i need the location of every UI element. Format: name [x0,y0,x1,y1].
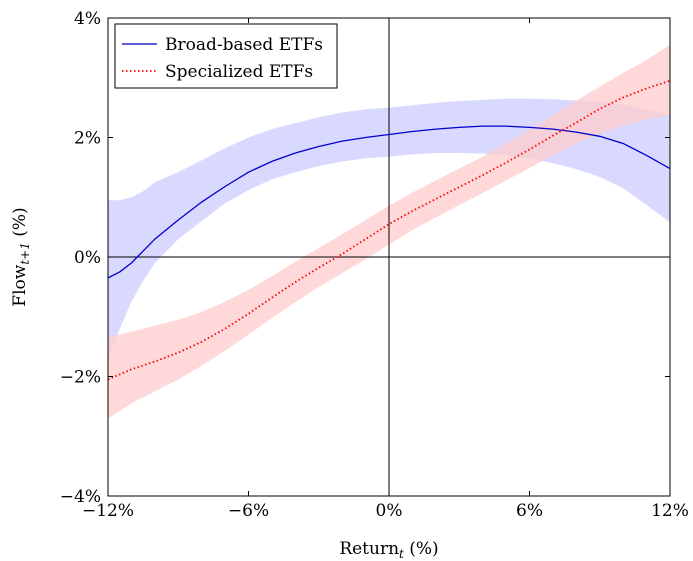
x-tick-label: 12% [651,501,689,521]
y-axis-label: Flowt+1 (%) [10,207,32,306]
y-tick-label: 2% [74,129,101,149]
y-tick-label: 0% [74,248,101,268]
legend-label-specialized: Specialized ETFs [165,62,313,82]
x-tick-label: −12% [82,501,134,521]
y-tick-label: −4% [60,487,101,507]
broad-based-confidence-band [108,98,670,359]
specialized-series-line [108,79,670,381]
x-tick-label: −6% [228,501,269,521]
legend: Broad-based ETFs Specialized ETFs [114,23,338,89]
legend-box [114,23,338,89]
y-tick-label: −2% [60,368,101,388]
series-lines [108,79,670,381]
reference-lines [108,18,670,496]
x-axis-label: Returnt (%) [339,539,438,561]
x-tick-label: 0% [376,501,403,521]
axis-ticks: −12% −6% 0% 6% 12% −4% −2% 0% 2% 4% [60,9,689,521]
broad-based-series-line [108,125,670,279]
x-tick-label: 6% [516,501,543,521]
y-tick-label: 4% [74,9,101,29]
legend-label-broad-based: Broad-based ETFs [165,35,323,55]
